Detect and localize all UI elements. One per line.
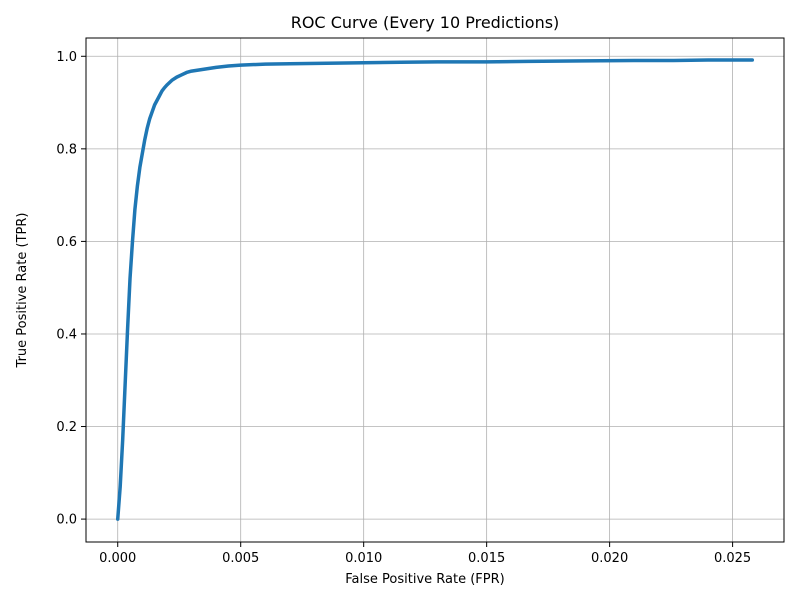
plot-frame <box>85 37 785 543</box>
grid <box>86 38 784 542</box>
y-tick-label: 0.0 <box>56 513 77 528</box>
y-tick-label: 1.0 <box>56 50 77 65</box>
x-tick-label: 0.015 <box>468 551 505 566</box>
ticks: 0.000 0.005 0.010 0.015 0.020 0.025 0.0 0.2 0.4 0… <box>56 50 751 566</box>
y-tick-label: 0.8 <box>56 142 77 157</box>
y-tick-label: 0.4 <box>56 327 77 342</box>
x-tick-label: 0.000 <box>99 551 136 566</box>
x-tick-label: 0.025 <box>714 551 751 566</box>
y-axis-label: True Positive Rate (TPR) <box>15 213 30 369</box>
y-tick-label: 0.2 <box>56 420 77 435</box>
chart-title: ROC Curve (Every 10 Predictions) <box>291 13 560 32</box>
x-axis-label: False Positive Rate (FPR) <box>345 572 504 587</box>
roc-curve-line <box>115 58 755 521</box>
series-layer <box>115 58 755 521</box>
x-tick-label: 0.020 <box>591 551 628 566</box>
x-tick-label: 0.005 <box>222 551 259 566</box>
y-tick-label: 0.6 <box>56 235 77 250</box>
x-tick-label: 0.010 <box>345 551 382 566</box>
